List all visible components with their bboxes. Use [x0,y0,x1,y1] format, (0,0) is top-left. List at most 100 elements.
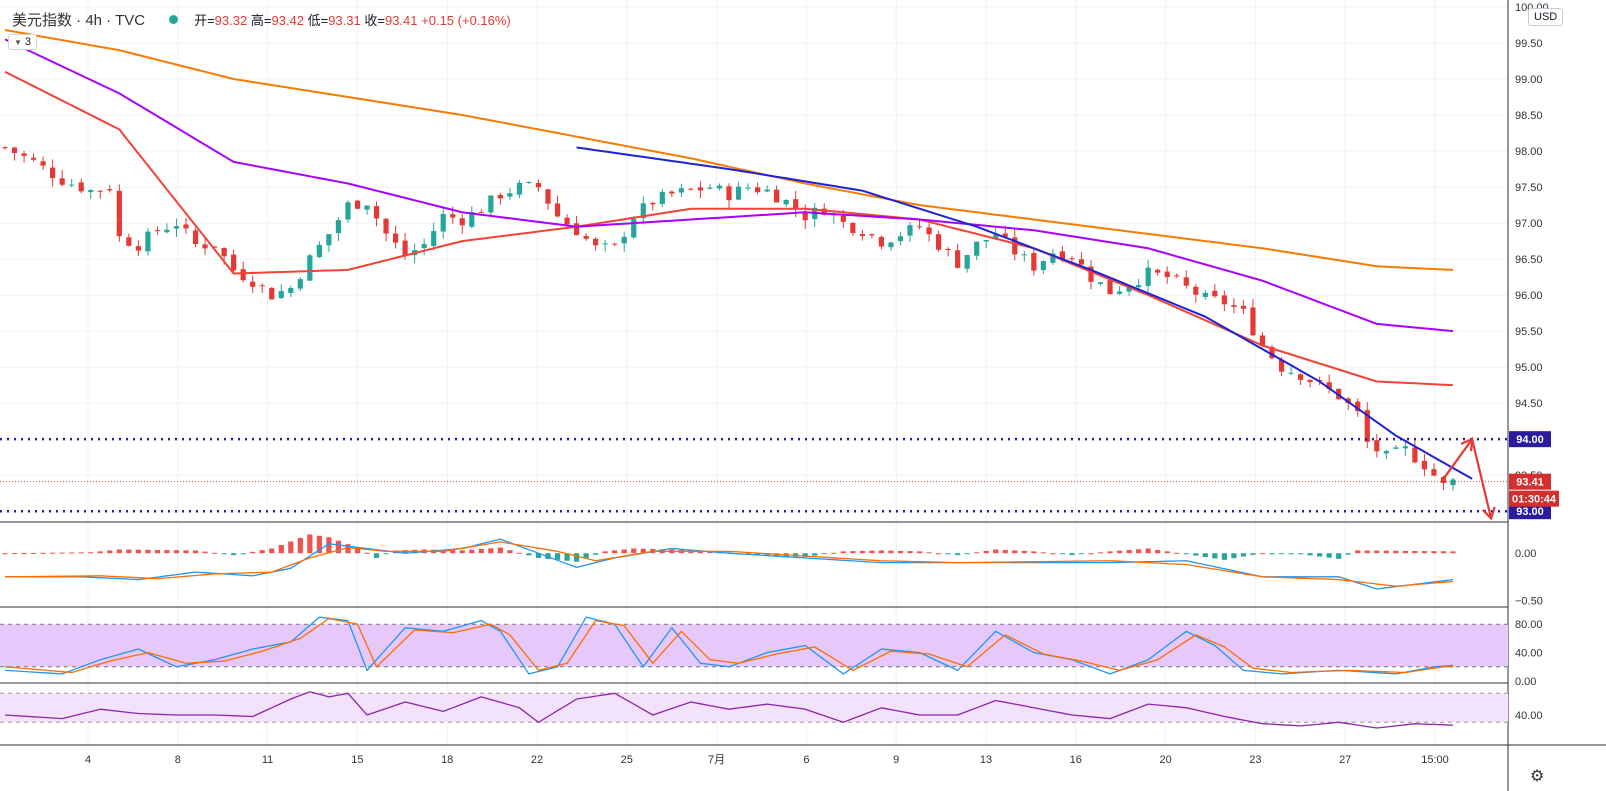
change-readout: +0.15 (+0.16%) [421,13,511,28]
macd-histogram-bar [1412,550,1418,554]
candle-up [735,186,742,200]
ma-mid-line [4,38,1454,333]
candle-down [554,203,561,217]
candle-up [1450,479,1456,486]
x-tick-label: 16 [1070,754,1082,766]
candle-up [345,202,351,220]
price-level-label: 93.00 [1516,506,1544,518]
macd-histogram-bar [1402,550,1408,554]
macd-histogram-bar [450,550,456,554]
candle-down [1155,269,1161,273]
macd-histogram-bar [1421,551,1428,554]
candle-up [516,182,523,195]
candle-up [621,236,627,244]
candle-down [1002,233,1008,237]
candle-up [764,189,770,192]
candle-down [793,199,799,210]
macd-histogram-bar [1002,549,1008,554]
x-tick-label: 27 [1339,754,1351,766]
candle-up [1040,261,1046,271]
candle-down [1364,410,1370,442]
y-tick-label: 98.50 [1515,110,1543,122]
macd-histogram-bar [250,551,256,554]
candle-down [1440,477,1447,483]
macd-histogram-bar [1288,553,1294,555]
candle-down [1250,307,1256,336]
candle-down [202,244,208,249]
candle-up [316,244,322,258]
indicators-toggle[interactable]: ▼ 3 [8,34,38,50]
market-status-icon [169,15,179,24]
candle-down [11,147,18,153]
candle-down [269,287,275,300]
candle-up [707,187,713,189]
candle-up [440,213,446,232]
macd-histogram-bar [612,550,618,554]
macd-histogram-bar [935,553,942,555]
x-tick-label: 15 [351,754,363,766]
y-tick-label: 95.00 [1515,362,1543,374]
macd-histogram-bar [1145,548,1151,554]
macd-histogram-bar [831,552,837,554]
candle-down [1412,447,1418,463]
price-level-tag [1509,503,1551,520]
candle-down [535,183,542,188]
trend-curve [576,146,1473,480]
macd-histogram-bar [697,550,704,554]
macd-histogram-bar [974,552,980,554]
currency-badge[interactable]: USD [1528,8,1564,26]
macd-histogram-bar [1250,553,1256,555]
candle-up [469,212,475,227]
candle-up [1021,254,1027,256]
candle-down [211,246,218,248]
macd-histogram-bar [1393,550,1399,554]
macd-histogram-bar [535,553,542,558]
macd-histogram-bar [507,550,513,554]
macd-line [5,538,1454,590]
candle-down [221,247,227,257]
macd-histogram-bar [1050,553,1056,555]
ma-fast-line [4,70,1454,387]
candle-down [116,190,122,237]
candle-down [1164,271,1170,278]
candle-down [50,167,56,179]
macd-histogram-bar [1069,553,1075,556]
candle-down [107,189,113,191]
candle-down [802,211,808,221]
macd-histogram-bar [259,550,265,554]
candle-down [869,234,875,236]
candle-down [30,157,37,160]
macd-histogram-bar [354,547,361,554]
candle-up [288,287,294,293]
macd-histogram-bar [116,549,122,554]
x-tick-label: 25 [621,754,633,766]
candle-down [821,208,827,215]
candle-down [583,236,589,239]
macd-histogram-bar [373,553,380,558]
candle-down [945,248,951,251]
candle-down [231,254,237,271]
x-tick-label: 6 [803,754,809,766]
macd-histogram-bar [1097,552,1104,554]
macd-histogram-bar [288,541,294,554]
macd-histogram-bar [345,544,351,554]
y-tick-label: 96.00 [1515,290,1543,302]
chevron-down-icon: ▼ [14,38,22,47]
y-tick-label: 98.00 [1515,146,1543,158]
x-tick-label: 4 [85,754,91,766]
macd-histogram-bar [907,551,913,554]
macd-histogram-bar [135,549,141,554]
candle-down [1307,379,1313,382]
candle-up [716,185,723,189]
candle-up [1145,267,1151,286]
macd-histogram-bar [897,550,904,554]
x-tick-label: 7月 [708,754,725,766]
candle-up [1202,292,1208,297]
gear-icon[interactable]: ⚙ [1530,768,1545,785]
candle-down [1031,253,1037,271]
candle-down [1355,401,1361,412]
macd-histogram-bar [1297,553,1304,555]
candle-down [21,153,27,156]
projection-arrow [1442,436,1493,519]
